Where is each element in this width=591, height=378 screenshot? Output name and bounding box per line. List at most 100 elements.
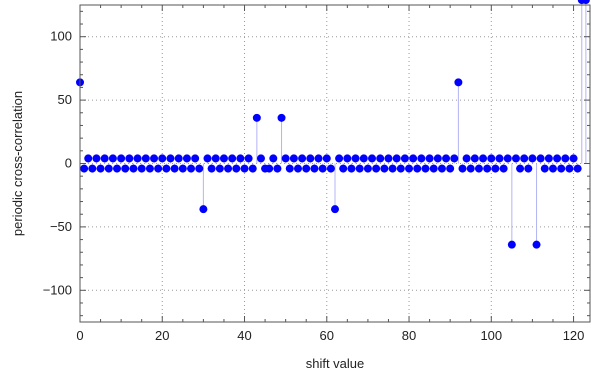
data-point <box>343 154 352 163</box>
data-point <box>113 164 122 173</box>
x-tick-label: 40 <box>237 328 251 343</box>
data-point <box>145 164 154 173</box>
grid <box>80 5 590 322</box>
data-point <box>363 164 372 173</box>
data-point <box>133 154 142 163</box>
data-point <box>96 164 105 173</box>
data-point <box>376 154 385 163</box>
ticks: 0 20 40 60 80 100 120 100 50 0 −50 −100 <box>43 5 590 343</box>
data-point <box>421 164 430 173</box>
data-point <box>199 205 208 214</box>
data-point <box>540 164 549 173</box>
data-point <box>88 164 97 173</box>
data-point <box>244 154 253 163</box>
data-point <box>117 154 126 163</box>
data-point <box>491 164 500 173</box>
data-point <box>187 164 196 173</box>
data-point <box>331 205 339 214</box>
data-point <box>108 154 117 163</box>
data-point <box>273 164 282 173</box>
data-point <box>405 164 414 173</box>
data-point <box>437 164 446 173</box>
data-point <box>487 154 496 163</box>
data-point <box>413 164 422 173</box>
y-tick-label: 100 <box>50 29 72 44</box>
x-tick-label: 60 <box>320 328 334 343</box>
data-point <box>121 164 130 173</box>
data-point <box>224 164 233 173</box>
markers <box>76 0 590 249</box>
data-point <box>310 164 319 173</box>
y-tick-label: −50 <box>50 219 72 234</box>
data-point <box>454 78 463 87</box>
data-point <box>384 154 393 163</box>
data-point <box>170 164 179 173</box>
data-point <box>553 154 562 163</box>
data-point <box>322 154 331 163</box>
data-point <box>573 164 582 173</box>
data-point <box>166 154 175 163</box>
data-point <box>298 154 307 163</box>
data-point <box>318 164 327 173</box>
data-point <box>252 113 261 122</box>
data-point <box>293 164 302 173</box>
data-point <box>207 164 216 173</box>
data-point <box>240 164 249 173</box>
data-point <box>442 154 451 163</box>
data-point <box>351 154 360 163</box>
data-point <box>355 164 364 173</box>
x-tick-label: 120 <box>563 328 585 343</box>
data-point <box>536 154 545 163</box>
data-point <box>380 164 389 173</box>
data-point <box>219 154 228 163</box>
data-point <box>174 154 183 163</box>
data-point <box>425 154 434 163</box>
data-point <box>446 164 455 173</box>
data-point <box>100 154 109 163</box>
data-point <box>256 154 265 163</box>
data-point <box>80 164 89 173</box>
data-point <box>392 154 401 163</box>
data-point <box>215 164 224 173</box>
data-point <box>162 164 171 173</box>
data-point <box>470 154 479 163</box>
data-point <box>154 164 163 173</box>
data-point <box>125 154 134 163</box>
data-point <box>195 164 204 173</box>
data-point <box>129 164 138 173</box>
data-point <box>141 154 150 163</box>
data-point <box>228 154 237 163</box>
data-point <box>335 154 344 163</box>
y-tick-label: 0 <box>65 156 72 171</box>
data-point <box>499 164 508 173</box>
x-axis-label: shift value <box>306 356 365 371</box>
data-point <box>104 164 113 173</box>
data-point <box>396 164 405 173</box>
data-point <box>137 164 146 173</box>
y-axis-label: periodic cross-correlation <box>10 91 25 236</box>
data-point <box>203 154 212 163</box>
data-point <box>339 164 348 173</box>
data-point <box>433 154 442 163</box>
data-point <box>569 154 578 163</box>
data-point <box>182 154 191 163</box>
data-point <box>158 154 167 163</box>
data-point <box>281 154 290 163</box>
y-tick-label: −100 <box>43 282 72 297</box>
data-point <box>474 164 483 173</box>
x-tick-label: 0 <box>76 328 83 343</box>
data-point <box>507 240 516 249</box>
data-point <box>265 164 274 173</box>
data-point <box>285 164 294 173</box>
data-point <box>458 164 467 173</box>
data-point <box>211 154 220 163</box>
data-point <box>417 154 426 163</box>
data-point <box>289 154 298 163</box>
data-point <box>232 164 241 173</box>
data-point <box>178 164 187 173</box>
data-point <box>277 113 286 122</box>
data-point <box>368 154 377 163</box>
data-point <box>503 154 512 163</box>
x-tick-label: 100 <box>480 328 502 343</box>
